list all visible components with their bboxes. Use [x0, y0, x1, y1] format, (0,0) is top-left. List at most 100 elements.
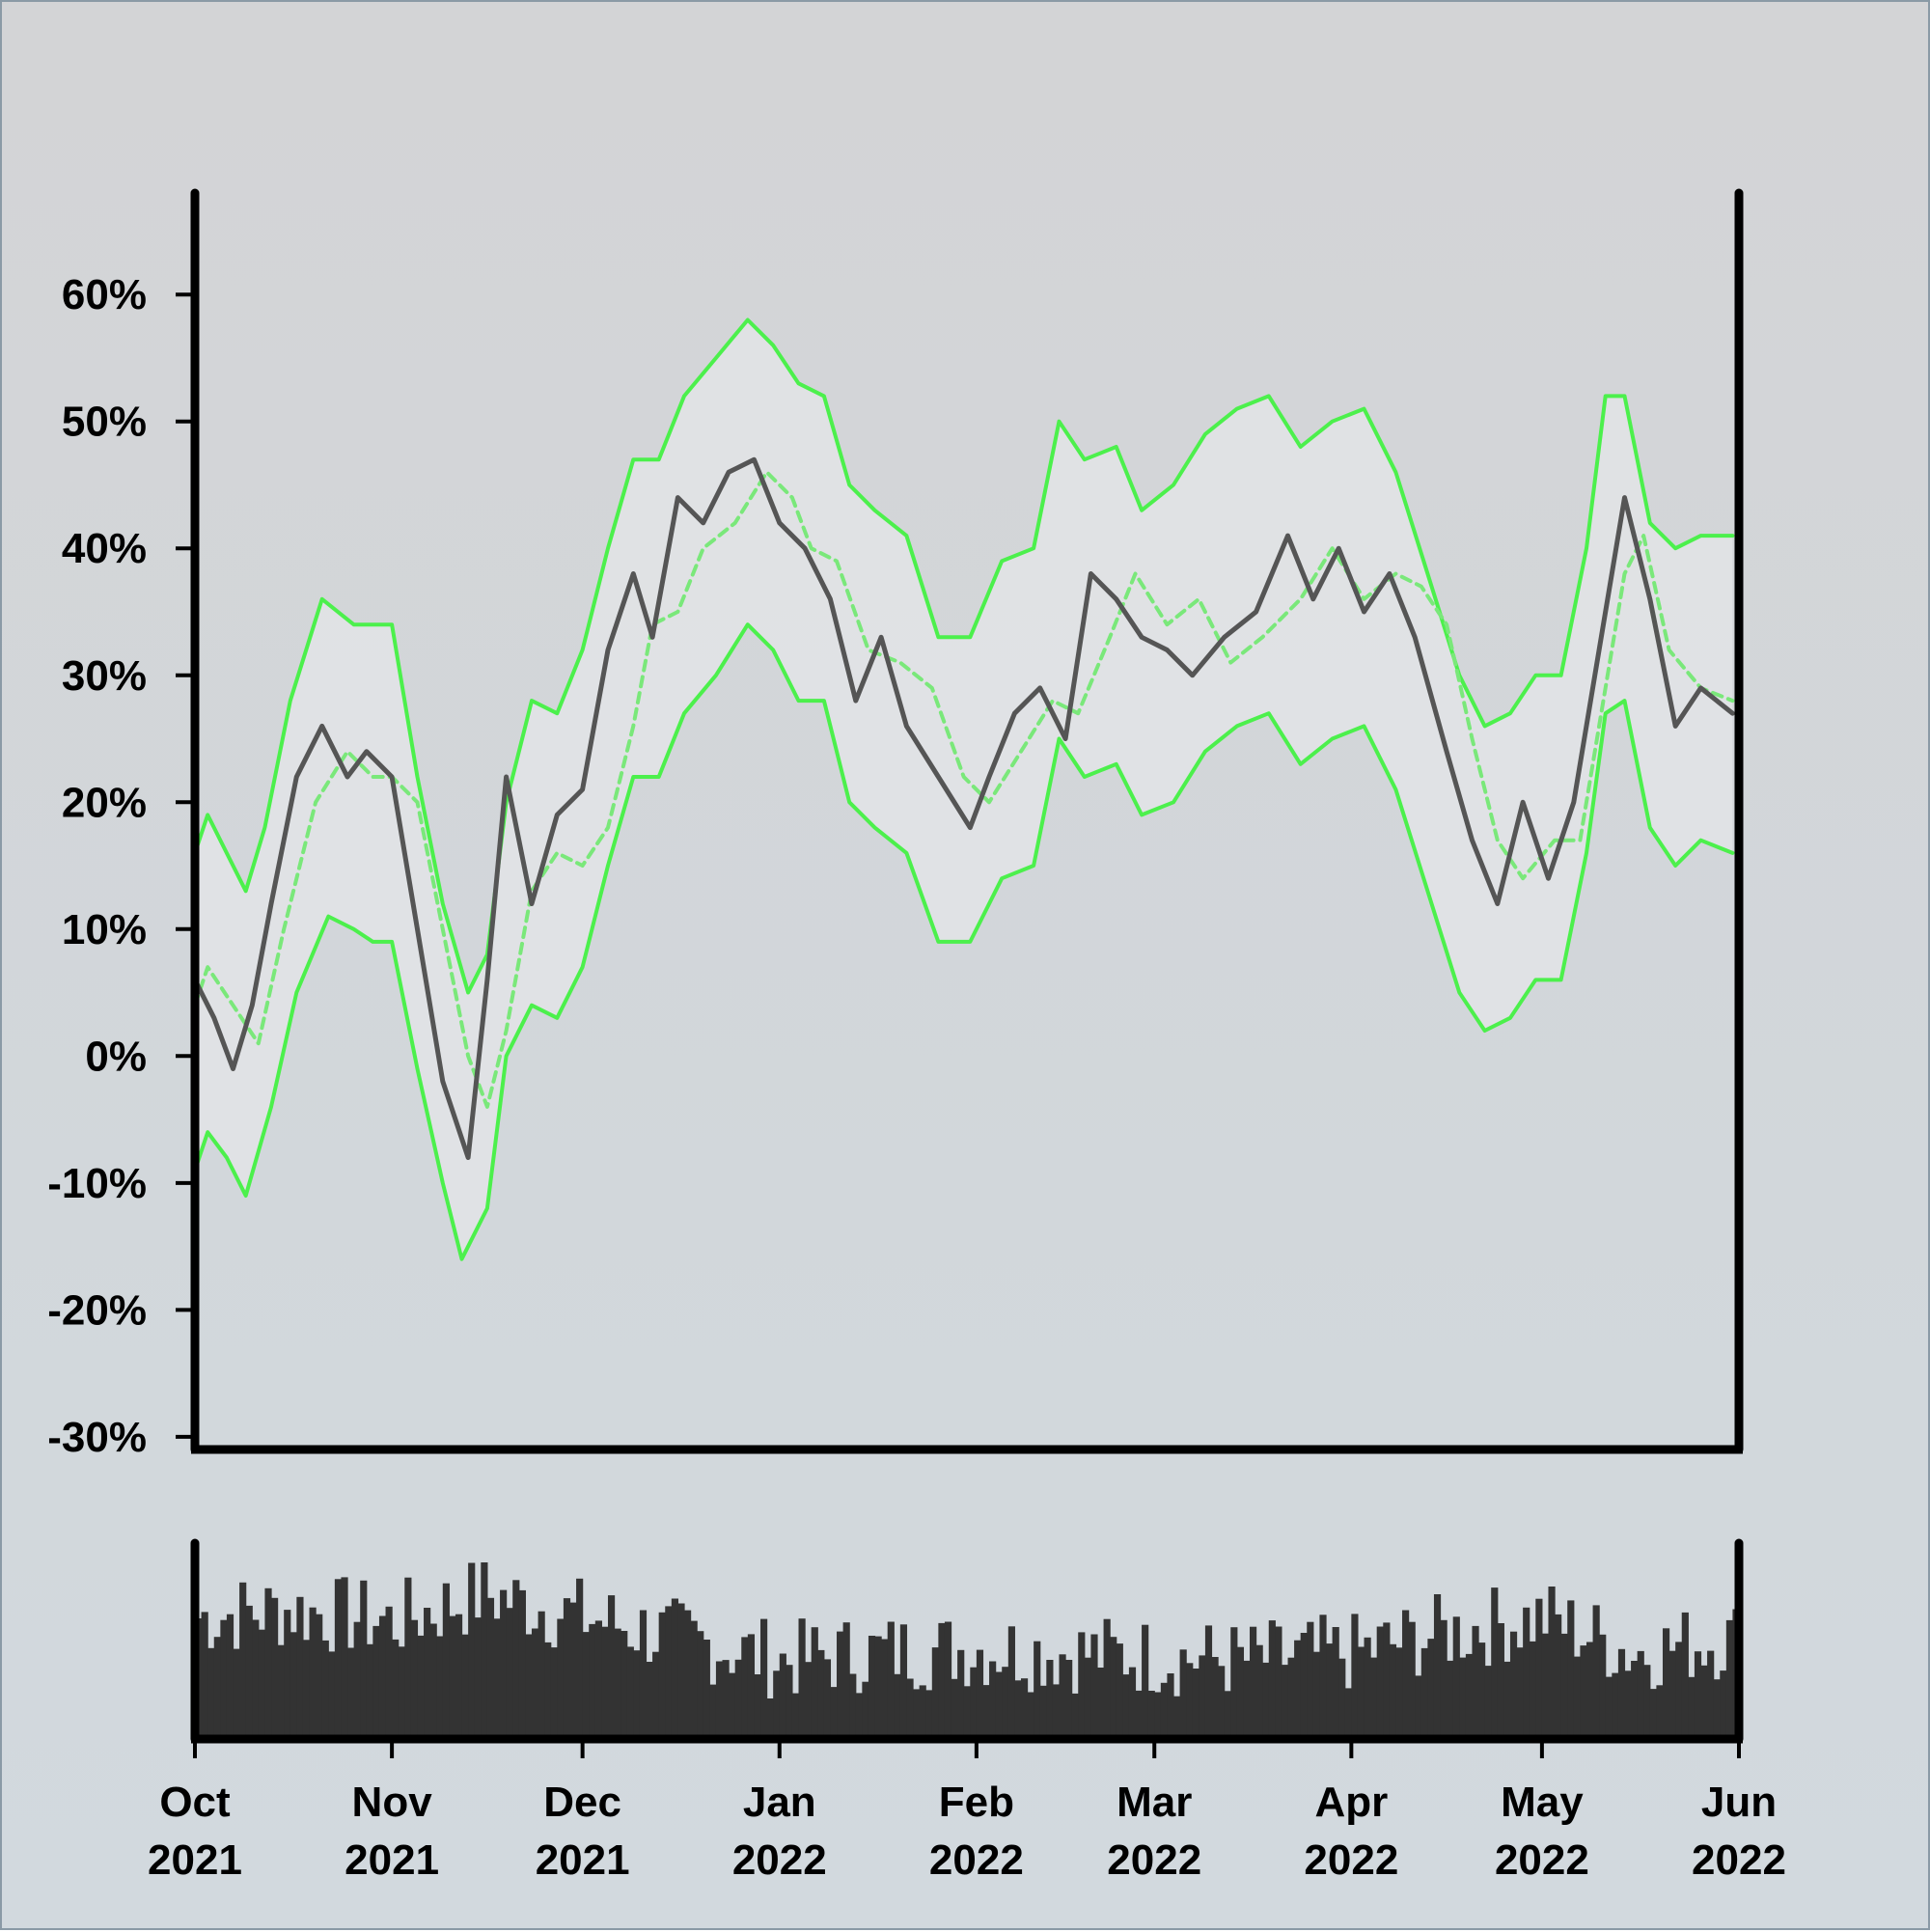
volume-bar — [531, 1628, 539, 1739]
volume-bar — [601, 1626, 609, 1739]
volume-bar — [1294, 1640, 1302, 1739]
volume-bar — [226, 1614, 234, 1739]
x-tick-month-label: Feb — [939, 1779, 1014, 1826]
volume-bar — [874, 1636, 882, 1739]
volume-bar — [1592, 1605, 1600, 1739]
volume-bar — [1408, 1621, 1416, 1739]
volume-bar — [1307, 1621, 1314, 1739]
volume-bar — [378, 1615, 387, 1739]
volume-bar — [1370, 1657, 1378, 1739]
volume-bar — [1376, 1626, 1384, 1739]
volume-bar — [233, 1648, 240, 1739]
volume-bar — [1236, 1646, 1245, 1739]
volume-bar — [284, 1610, 291, 1739]
volume-bar — [1612, 1672, 1619, 1739]
volume-bar — [341, 1577, 348, 1739]
volume-bar — [385, 1606, 393, 1739]
y-axis: 60% 50% 40% 30% 20% 10% 0% -10% -20% -30% — [47, 271, 195, 1461]
upper-band-line — [193, 317, 1735, 995]
x-tick-year-label: 2022 — [1107, 1836, 1201, 1884]
volume-bar — [894, 1673, 901, 1739]
volume-bar — [951, 1678, 958, 1739]
x-tick-year-label: 2022 — [1495, 1836, 1589, 1884]
volume-bar — [500, 1589, 508, 1739]
volume-bar — [1262, 1662, 1270, 1739]
volume-bar — [563, 1598, 571, 1739]
volume-bar — [1484, 1666, 1492, 1739]
volume-bar — [1135, 1690, 1143, 1739]
volume-bar — [321, 1640, 329, 1739]
y-tick-label: 30% — [62, 652, 147, 700]
volume-bar — [1142, 1624, 1149, 1739]
volume-bar — [1204, 1625, 1213, 1739]
volume-bar — [1516, 1647, 1524, 1739]
volume-bar — [1122, 1674, 1130, 1739]
x-tick-year-label: 2022 — [929, 1836, 1024, 1884]
volume-bar — [258, 1629, 266, 1739]
volume-bar — [252, 1619, 260, 1739]
volume-bar — [1250, 1626, 1257, 1739]
volume-bar — [1052, 1684, 1061, 1739]
volume-bar — [919, 1685, 926, 1739]
y-tick-label: 0% — [85, 1033, 147, 1080]
volume-bar — [722, 1660, 730, 1739]
volume-bar — [366, 1643, 373, 1739]
volume-bar — [1027, 1692, 1034, 1739]
x-tick-month-label: Nov — [352, 1779, 433, 1826]
volume-bar — [791, 1693, 800, 1739]
volume-panel-frame — [190, 1538, 1744, 1744]
price-panel: 60% 50% 40% 30% 20% 10% 0% -10% -20% -30% — [47, 188, 1744, 1461]
volume-bar — [1300, 1633, 1308, 1739]
volume-bar — [842, 1622, 850, 1739]
volume-bar — [734, 1659, 742, 1739]
volume-bar — [805, 1662, 813, 1739]
volume-bar — [1160, 1682, 1168, 1739]
volume-bar — [1039, 1685, 1047, 1739]
volume-bar — [271, 1597, 279, 1739]
volume-bar — [424, 1608, 431, 1739]
volume-bar — [436, 1636, 444, 1739]
volume-bar — [626, 1646, 634, 1739]
volume-bar — [715, 1661, 724, 1739]
volume-bar — [1326, 1643, 1334, 1739]
volume-bar — [1713, 1679, 1721, 1739]
volume-bar — [1465, 1653, 1474, 1739]
volume-bar — [995, 1671, 1003, 1739]
volume-bar — [1491, 1587, 1499, 1739]
volume-bar — [461, 1634, 469, 1739]
volume-bar — [316, 1614, 323, 1739]
x-tick-month-label: Apr — [1314, 1779, 1388, 1826]
volume-bar — [309, 1607, 317, 1739]
x-tick-year-label: 2022 — [1304, 1836, 1398, 1884]
volume-bar — [1078, 1632, 1086, 1739]
volume-bar — [1688, 1676, 1696, 1739]
volume-bar — [582, 1632, 590, 1739]
volume-bar — [658, 1612, 666, 1739]
band-fill-area — [195, 319, 1733, 1259]
volume-panel — [190, 1538, 1744, 1744]
volume-bar — [747, 1634, 756, 1739]
volume-bar — [1478, 1642, 1486, 1739]
volume-bar — [1472, 1625, 1479, 1739]
volume-bar — [1643, 1665, 1651, 1739]
series-layer — [192, 317, 1735, 1261]
volume-bar — [296, 1596, 304, 1739]
volume-bar — [639, 1610, 648, 1739]
x-tick-month-label: May — [1501, 1779, 1584, 1826]
volume-bar — [207, 1647, 215, 1739]
volume-bar — [1548, 1587, 1556, 1739]
volume-bar — [1503, 1661, 1511, 1739]
volume-bar — [429, 1623, 437, 1739]
volume-bar — [392, 1639, 400, 1739]
x-tick-month-label: Oct — [159, 1779, 231, 1826]
volume-bar — [404, 1577, 412, 1739]
volume-bar — [1002, 1667, 1009, 1739]
volume-bar — [1668, 1650, 1676, 1739]
volume-bar — [830, 1687, 838, 1739]
x-tick-year-label: 2021 — [345, 1836, 439, 1884]
volume-bar — [1218, 1666, 1226, 1739]
x-tick-month-label: Dec — [543, 1779, 621, 1826]
volume-bar — [709, 1684, 717, 1739]
volume-bar — [1007, 1626, 1015, 1739]
